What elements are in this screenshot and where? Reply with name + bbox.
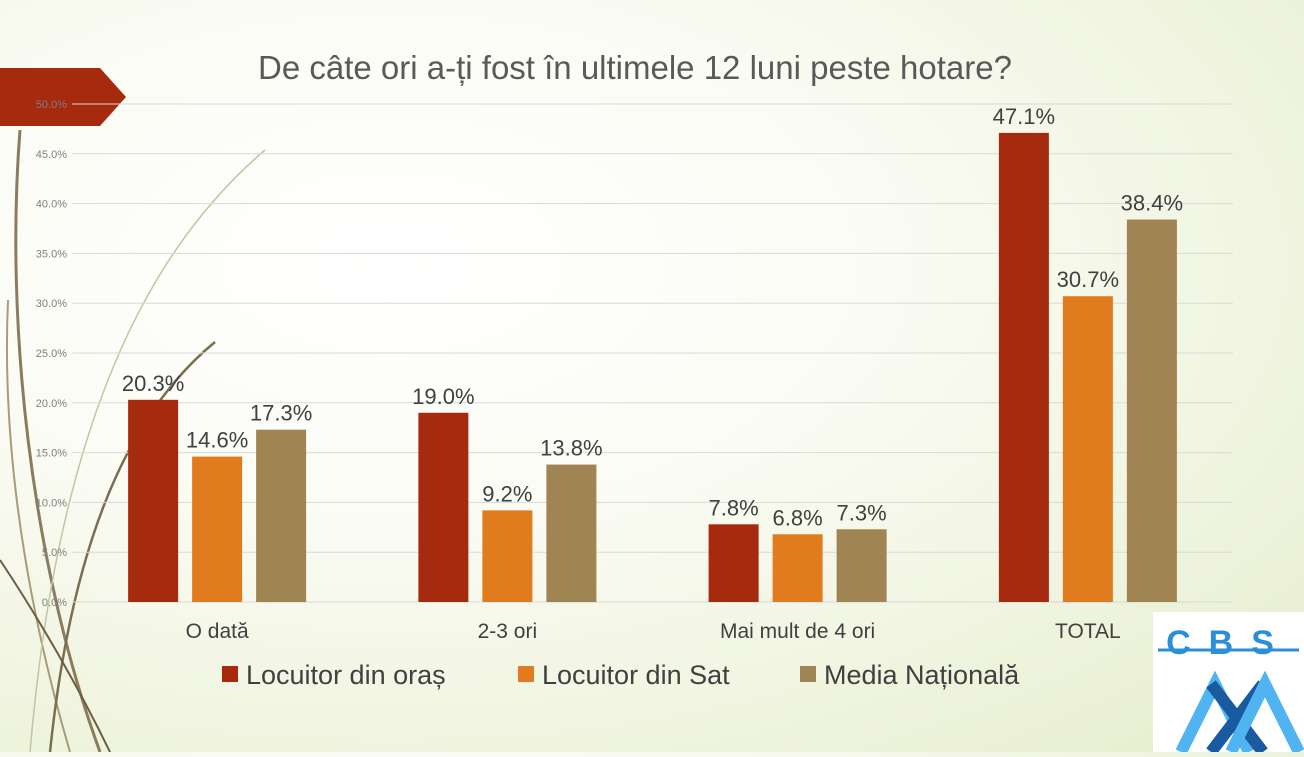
bar [418,412,469,602]
y-tick-label: 0.0% [42,597,67,609]
data-label: 13.8% [540,436,602,461]
legend: Locuitor din oraș Locuitor din Sat Media N… [222,660,1020,690]
bar [836,529,887,602]
chart-title: De câte ori a-ți fost în ultimele 12 lun… [258,49,1012,86]
svg-text:CBS: CBS [1166,624,1292,662]
data-label: 47.1% [993,104,1055,129]
data-label: 7.8% [709,495,759,520]
legend-label: Locuitor din Sat [542,660,730,690]
data-label: 14.6% [186,428,248,453]
y-tick-label: 35.0% [36,248,67,260]
bar [192,456,243,602]
y-tick-label: 30.0% [36,298,67,310]
cbs-axa-logo: CBS [1153,612,1304,756]
data-label: 20.3% [122,371,184,396]
data-labels: 20.3% 14.6%17.3% 19.0% 9.2% 13.8% 7.8% 6.8% 7.3… [122,104,1183,530]
legend-label: Media Națională [824,660,1020,690]
bar [482,510,533,602]
y-tick-label: 20.0% [36,398,67,410]
data-label: 17.3% [250,401,312,426]
legend-swatch [222,666,238,682]
x-tick-label: 2-3 ori [478,620,538,643]
bar [1126,219,1177,602]
y-tick-label: 25.0% [36,348,67,360]
y-tick-label: 15.0% [36,448,67,460]
data-label: 6.8% [773,505,823,530]
bar [546,464,597,602]
y-axis-ticks: 0.0% 5.0% 10.0% 15.0% 20.0% 25.0% 30.0% 35.0% 40… [36,99,67,609]
legend-item: Media Națională [800,660,1020,690]
x-tick-label: O dată [186,620,249,643]
data-label: 19.0% [412,384,474,409]
y-tick-label: 45.0% [36,149,67,161]
bar [256,429,307,602]
legend-item: Locuitor din oraș [222,660,446,690]
data-label: 7.3% [837,500,887,525]
bars [128,132,1177,602]
bar [1062,296,1113,602]
data-label: 30.7% [1057,267,1119,292]
data-label: 9.2% [482,481,532,506]
y-tick-label: 40.0% [36,199,67,211]
legend-item: Locuitor din Sat [518,660,730,690]
y-tick-label: 50.0% [36,99,67,111]
data-label: 38.4% [1121,191,1183,216]
accent-arrow [0,68,126,126]
y-tick-label: 5.0% [42,547,67,559]
legend-swatch [518,666,534,682]
bar [128,399,179,602]
x-axis-ticks: O dată 2-3 ori Mai mult de 4 ori TOTAL [186,620,1121,643]
bar [772,534,823,602]
gridlines [72,103,1233,603]
y-tick-label: 10.0% [36,497,67,509]
legend-swatch [800,666,816,682]
x-tick-label: TOTAL [1055,620,1121,643]
legend-label: Locuitor din oraș [246,660,446,690]
x-tick-label: Mai mult de 4 ori [720,620,875,643]
bar [998,132,1049,602]
bar [708,524,759,602]
